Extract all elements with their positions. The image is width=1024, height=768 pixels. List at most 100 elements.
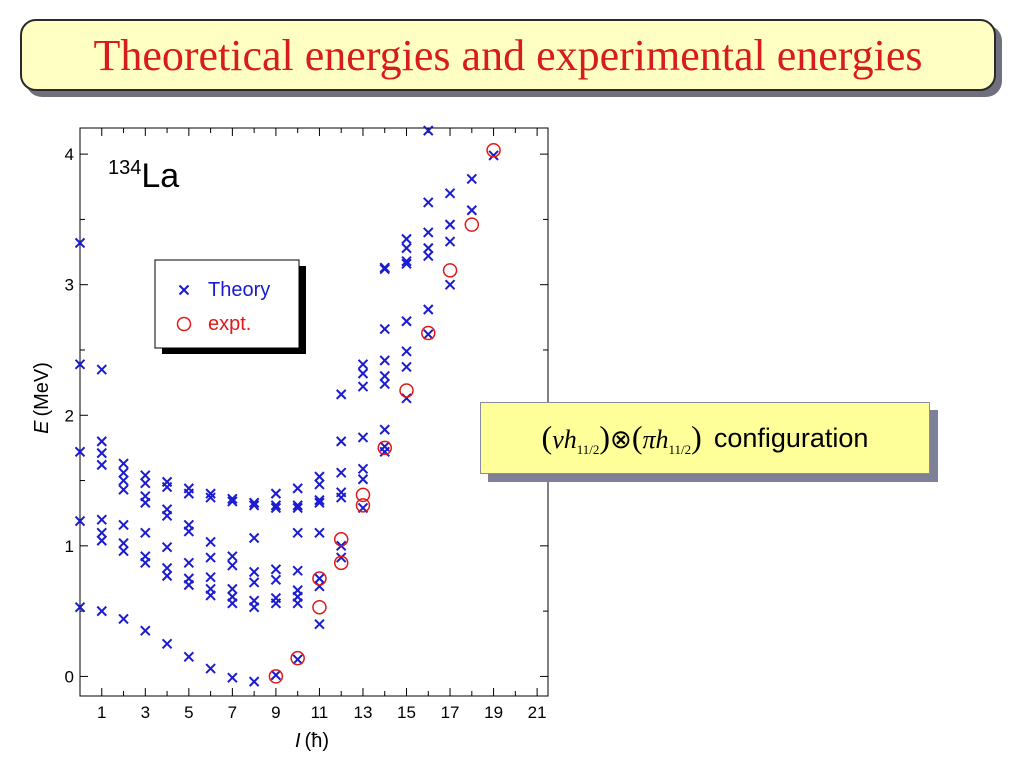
theory-point <box>336 389 347 400</box>
theory-point <box>205 536 216 548</box>
nu-symbol: ν <box>552 424 564 454</box>
theory-point <box>292 565 303 576</box>
axis-labels: 134La I (ħ) E (MeV) <box>31 157 329 752</box>
theory-point <box>423 250 434 262</box>
theory-point <box>96 514 107 525</box>
cross-stroke <box>270 488 282 499</box>
theory-point <box>423 304 434 315</box>
cross-stroke <box>205 488 216 499</box>
x-tick-label: 11 <box>311 703 329 722</box>
expt-point <box>421 325 436 341</box>
cross-stroke <box>292 502 303 514</box>
theory-point <box>183 519 195 531</box>
expt-point <box>312 571 327 586</box>
x-tick-label: 1 <box>97 703 106 722</box>
theory-point <box>314 471 325 482</box>
theory-point <box>96 605 107 617</box>
theory-point <box>140 625 151 636</box>
legend: Theory expt. <box>154 259 306 354</box>
cross-stroke <box>423 250 434 262</box>
theory-point <box>118 545 129 557</box>
theory-point <box>96 459 107 471</box>
cross-stroke <box>205 571 216 583</box>
configuration-box: (νh11/2)⊗(πh11/2) configuration <box>480 402 940 484</box>
theory-point <box>423 227 434 238</box>
theory-point <box>292 483 303 494</box>
theory-point <box>140 477 151 489</box>
configuration-panel: (νh11/2)⊗(πh11/2) configuration <box>480 402 930 474</box>
theory-point <box>161 562 173 574</box>
expt-point <box>355 498 371 513</box>
cross-stroke <box>227 493 238 505</box>
legend-theory-cross <box>178 284 190 296</box>
cross-stroke <box>336 467 347 478</box>
theory-point <box>292 654 303 665</box>
cross-stroke <box>74 602 86 613</box>
theory-point <box>336 467 347 478</box>
cross-stroke <box>140 527 151 538</box>
x-tick-label: 17 <box>441 703 460 722</box>
theory-point <box>248 497 260 508</box>
cross-stroke <box>423 227 434 238</box>
theory-point <box>379 441 390 452</box>
theory-point <box>270 574 282 585</box>
cross-stroke <box>357 432 369 443</box>
theory-point <box>314 479 325 490</box>
cross-stroke <box>118 538 129 549</box>
theory-series <box>74 125 499 687</box>
cross-stroke <box>270 592 282 604</box>
theory-point <box>118 467 129 478</box>
cross-stroke <box>248 500 260 511</box>
theory-point <box>379 262 390 273</box>
nucleus-symbol: La <box>141 157 179 195</box>
theory-point <box>248 676 260 687</box>
theory-point <box>140 491 151 502</box>
theory-point <box>444 219 456 230</box>
cross-stroke <box>183 651 195 663</box>
cross-stroke <box>248 532 260 544</box>
theory-point <box>314 581 325 592</box>
configuration-word: configuration <box>713 422 869 453</box>
y-tick-label: 1 <box>65 537 74 556</box>
theory-point <box>336 436 347 447</box>
theory-point <box>74 237 86 249</box>
theory-point <box>314 618 325 630</box>
cross-stroke <box>270 574 282 585</box>
nucleus-label: 134La <box>108 157 179 195</box>
cross-stroke <box>74 446 86 458</box>
cross-stroke <box>401 361 412 373</box>
legend-theory-marker <box>178 284 190 296</box>
cross-stroke <box>96 436 107 447</box>
theory-point <box>444 279 456 290</box>
expt-point <box>464 217 480 232</box>
theory-point <box>270 564 282 575</box>
x-tick-label: 13 <box>354 703 373 722</box>
cross-stroke <box>118 475 129 486</box>
theory-point <box>227 551 238 562</box>
configuration-formula: (νh11/2)⊗(πh11/2) <box>541 418 702 457</box>
theory-point <box>357 474 369 485</box>
cross-stroke <box>248 497 260 508</box>
cross-stroke <box>183 519 195 531</box>
theory-point <box>357 381 369 392</box>
cross-stroke <box>423 125 434 136</box>
x-axis-symbol: I <box>295 730 301 752</box>
cross-stroke <box>140 491 151 502</box>
theory-point <box>314 494 325 506</box>
theory-point <box>488 150 499 161</box>
theory-point <box>270 669 282 681</box>
cross-stroke <box>183 557 195 569</box>
theory-point <box>140 551 151 562</box>
cross-stroke <box>336 552 347 563</box>
cross-stroke <box>401 393 412 404</box>
cross-stroke <box>357 359 369 370</box>
theory-point <box>401 361 412 373</box>
cross-stroke <box>270 564 282 575</box>
theory-point <box>140 527 151 538</box>
cross-stroke <box>314 573 325 584</box>
cross-stroke <box>205 663 216 674</box>
expt-series <box>268 142 501 684</box>
theory-point <box>227 583 238 595</box>
cross-stroke <box>118 545 129 557</box>
cross-stroke <box>227 496 238 507</box>
